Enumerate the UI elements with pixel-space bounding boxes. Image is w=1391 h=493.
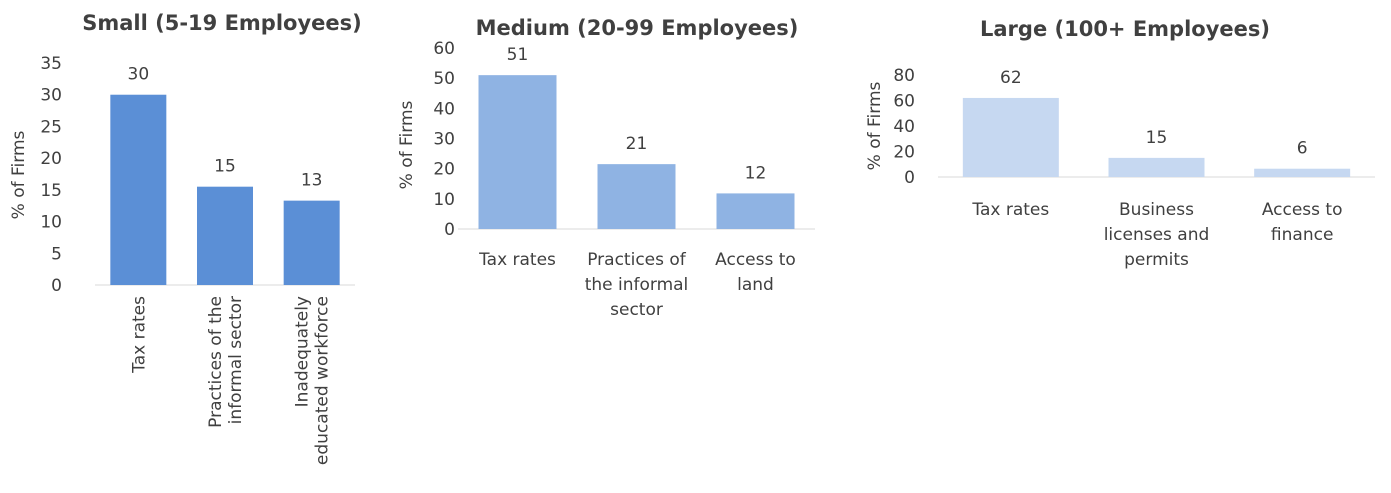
data-label: 13 (301, 171, 323, 191)
data-label: 15 (1146, 128, 1168, 148)
data-label: 21 (626, 134, 648, 154)
chart-large-firms: Large (100+ Employees) % of Firms 0 20 40 6… (865, 17, 1375, 270)
y-tick-label: 60 (893, 92, 915, 112)
category-label: Practices of the informal sector (585, 250, 689, 320)
bar (1254, 168, 1351, 177)
y-tick-label: 40 (433, 99, 455, 119)
data-label: 12 (745, 163, 767, 183)
y-tick-label: 20 (40, 149, 62, 169)
category-label: Business licenses and permits (1104, 200, 1210, 270)
y-tick-label: 30 (433, 130, 455, 150)
y-tick-label: 10 (433, 190, 455, 210)
bar (283, 200, 340, 285)
y-tick-label: 20 (893, 143, 915, 163)
category-label: Practices of theinformal sector (206, 296, 246, 428)
data-label: 30 (128, 65, 150, 85)
y-tick-label: 10 (40, 213, 62, 233)
chart-small-firms: Small (5-19 Employees) % of Firms 0 5 10 15… (9, 11, 362, 465)
bar (1108, 157, 1205, 177)
y-axis-title: % of Firms (397, 100, 417, 189)
category-label: Access to finance (1262, 200, 1343, 245)
chart-medium-firms: Medium (20-99 Employees) % of Firms 0 10 2… (397, 16, 815, 320)
category-label: Inadequatelyeducated workforce (293, 296, 333, 465)
bar (197, 186, 253, 285)
category-label: Tax rates (971, 200, 1049, 220)
y-tick-label: 25 (40, 117, 62, 137)
chart-title: Large (100+ Employees) (980, 17, 1270, 41)
y-tick-label: 0 (51, 276, 62, 296)
category-label: Tax rates (129, 296, 149, 374)
y-axis-title: % of Firms (9, 130, 29, 219)
bar (962, 97, 1059, 177)
data-label: 62 (1000, 68, 1022, 88)
bar (110, 94, 167, 285)
category-label: Access to land (715, 250, 796, 295)
bar (597, 164, 676, 229)
y-tick-label: 0 (904, 168, 915, 188)
data-label: 15 (214, 157, 236, 177)
y-tick-label: 0 (444, 220, 455, 240)
chart-title: Medium (20-99 Employees) (476, 16, 799, 40)
y-tick-label: 30 (40, 86, 62, 106)
y-tick-label: 50 (433, 69, 455, 89)
y-tick-label: 20 (433, 160, 455, 180)
data-label: 51 (507, 45, 529, 65)
y-tick-label: 40 (893, 117, 915, 137)
data-label: 6 (1297, 139, 1308, 159)
category-label: Tax rates (478, 250, 556, 270)
y-tick-label: 60 (433, 39, 455, 59)
y-axis-title: % of Firms (865, 81, 885, 170)
y-tick-label: 15 (40, 181, 62, 201)
chart-title: Small (5-19 Employees) (82, 11, 362, 35)
y-tick-label: 5 (51, 244, 62, 264)
y-tick-label: 35 (40, 54, 62, 74)
bar (716, 193, 795, 229)
bar (478, 75, 557, 230)
y-tick-label: 80 (893, 66, 915, 86)
